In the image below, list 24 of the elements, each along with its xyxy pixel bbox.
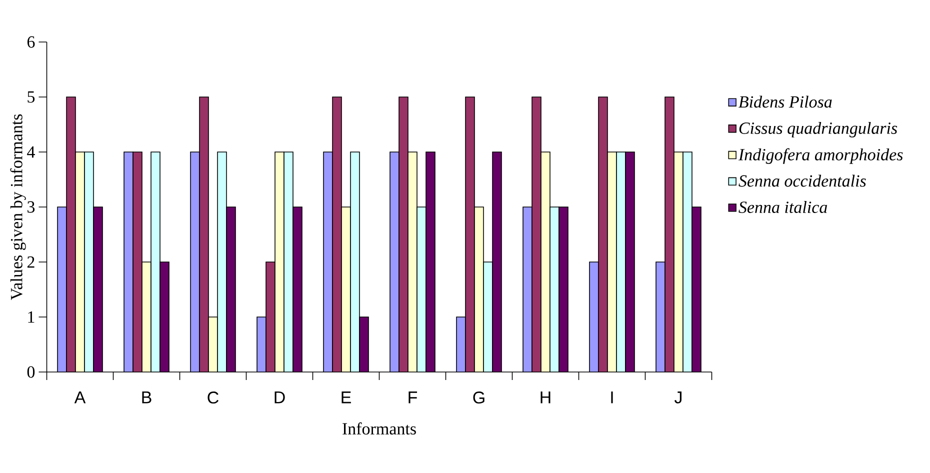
y-tick-label: 6 [27, 36, 35, 48]
legend-label: Senna italica [738, 201, 828, 214]
x-tick-label: C [208, 392, 219, 404]
legend-label: Indigofera amorphoides [738, 148, 903, 164]
y-tick-label: 1 [28, 311, 34, 323]
x-tick-label: J [674, 392, 682, 404]
x-tick-label: E [342, 392, 351, 404]
y-axis-title: Values given by informants [10, 114, 26, 300]
x-tick-label: I [611, 392, 613, 404]
legend-label: Cissus quadriangularis [739, 122, 898, 138]
y-tick-label: 2 [27, 256, 34, 268]
legend-label: Senna occidentalis [738, 174, 866, 187]
y-tick-label: 4 [27, 146, 35, 158]
x-tick-label: B [142, 392, 152, 404]
legend-label: Bidens Pilosa [738, 96, 832, 108]
x-tick-label: A [74, 392, 86, 404]
x-tick-label: G [473, 392, 484, 404]
y-tick-label: 5 [28, 91, 35, 103]
x-tick-label: H [540, 392, 550, 404]
x-axis-title: Informants [342, 422, 416, 435]
y-tick-label: 0 [27, 366, 35, 378]
y-tick-label: 3 [28, 201, 35, 213]
x-tick-label: D [274, 392, 285, 404]
x-tick-label: F [408, 392, 418, 404]
